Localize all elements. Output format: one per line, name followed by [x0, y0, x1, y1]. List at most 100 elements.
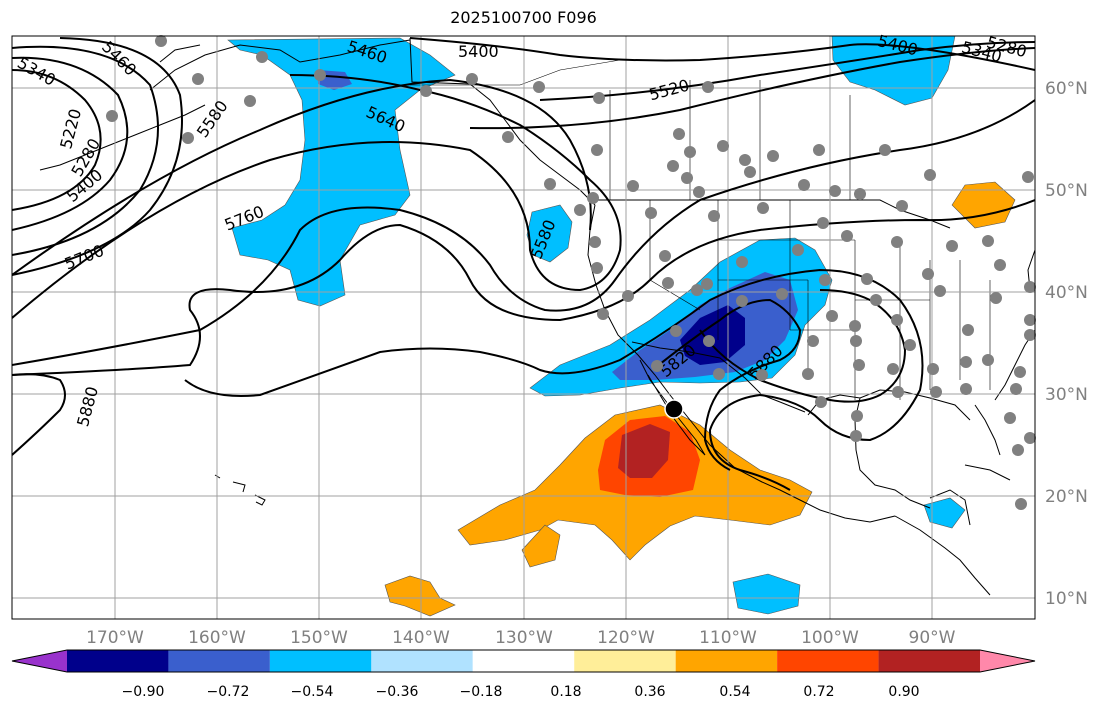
lon-tick-120w: 120°W	[597, 628, 655, 648]
colorbar-tick-label: 0.36	[634, 684, 665, 700]
station-dot	[896, 200, 908, 212]
station-dot	[593, 92, 605, 104]
station-dot	[622, 290, 634, 302]
station-dot	[192, 73, 204, 85]
station-dot	[693, 186, 705, 198]
station-dot	[106, 110, 118, 122]
lon-tick-160w: 160°W	[188, 628, 246, 648]
station-dot	[744, 166, 756, 178]
us-mexico-border	[631, 341, 806, 413]
alaska-coastline	[149, 37, 596, 206]
colorbar-segment	[574, 650, 676, 672]
station-dot	[887, 363, 899, 375]
station-dot	[466, 73, 478, 85]
station-dot	[819, 274, 831, 286]
colorbar-tick-label: 0.18	[550, 684, 581, 700]
station-dot	[244, 95, 256, 107]
station-dot	[990, 292, 1002, 304]
station-dot	[854, 188, 866, 200]
lat-tick-10n: 10°N	[1045, 589, 1088, 609]
contour-path	[469, 47, 1035, 130]
station-dot	[798, 179, 810, 191]
colorbar-tick-label: 0.90	[888, 684, 919, 700]
station-dot	[502, 131, 514, 143]
florida-peninsula	[974, 404, 1001, 456]
station-dot	[802, 368, 814, 380]
station-dot	[659, 250, 671, 262]
station-dot	[757, 202, 769, 214]
station-dot	[946, 240, 958, 252]
lon-tick-150w: 150°W	[290, 628, 348, 648]
contour-label: 5400	[458, 42, 499, 61]
lon-tick-140w: 140°W	[392, 628, 450, 648]
station-dot	[1022, 171, 1034, 183]
station-dot	[1024, 314, 1036, 326]
colorbar-segment	[472, 650, 575, 672]
station-dot	[589, 236, 601, 248]
storm-center-marker	[664, 399, 684, 419]
station-dot	[813, 144, 825, 156]
colorbar-segment	[168, 650, 270, 672]
station-dot	[713, 368, 725, 380]
contour-path	[12, 99, 1035, 366]
station-dot	[684, 146, 696, 158]
station-dot	[960, 356, 972, 368]
negative-anomaly-region-alaska-core	[318, 70, 352, 90]
station-dot	[879, 144, 891, 156]
station-dot	[982, 235, 994, 247]
station-dot	[994, 259, 1006, 271]
station-dot	[627, 180, 639, 192]
lat-tick-20n: 20°N	[1045, 487, 1088, 507]
station-dot	[767, 150, 779, 162]
contour-path	[539, 41, 1035, 101]
station-dot	[591, 262, 603, 274]
station-dot	[1004, 412, 1016, 424]
lon-tick-110w: 110°W	[699, 628, 757, 648]
map-title: 2025100700 F096	[450, 8, 597, 27]
colorbar-outline	[11, 649, 1036, 673]
station-dot	[420, 85, 432, 97]
contour-path	[12, 56, 129, 231]
station-dot	[1024, 432, 1036, 444]
station-dot	[792, 244, 804, 256]
colorbar-segment	[878, 650, 980, 672]
central-america	[894, 464, 1011, 596]
station-dot	[702, 81, 714, 93]
station-dot	[756, 369, 768, 381]
colorbar-segment	[980, 650, 1035, 672]
station-dot	[927, 363, 939, 375]
colorbar-tick-label: −0.18	[460, 684, 503, 700]
positive-anomaly-region-small-pacific	[521, 524, 561, 568]
station-dot	[736, 256, 748, 268]
positive-anomaly-region-great-lakes	[951, 181, 1016, 229]
station-dot	[670, 325, 682, 337]
station-dot	[807, 335, 819, 347]
colorbar-tick-label: −0.72	[207, 684, 250, 700]
contour-path	[12, 69, 102, 211]
station-dot	[861, 273, 873, 285]
station-dot	[182, 132, 194, 144]
lat-lon-gridlines	[12, 36, 1035, 619]
negative-anomaly-region-offshore-washington	[526, 204, 573, 263]
colorbar-segment	[12, 650, 67, 672]
station-dot	[1024, 281, 1036, 293]
aleutian-islands	[39, 104, 206, 171]
station-dot	[1015, 498, 1027, 510]
station-dot	[667, 160, 679, 172]
negative-anomaly-region-yucatan	[923, 497, 966, 529]
station-dot	[849, 320, 861, 332]
canada-provinces	[410, 59, 851, 200]
station-dot	[853, 359, 865, 371]
station-dot	[982, 354, 994, 366]
lon-tick-90w: 90°W	[909, 628, 956, 648]
colorbar-segment	[67, 650, 169, 672]
lon-tick-100w: 100°W	[801, 628, 859, 648]
station-markers	[106, 35, 1036, 510]
station-dot	[717, 140, 729, 152]
gulf-of-mexico-coast	[807, 389, 971, 509]
lat-tick-60n: 60°N	[1045, 79, 1088, 99]
station-dot	[904, 339, 916, 351]
lat-tick-30n: 30°N	[1045, 385, 1088, 405]
latitude-tick-labels: 60°N 50°N 40°N 30°N 20°N 10°N	[1045, 79, 1088, 609]
